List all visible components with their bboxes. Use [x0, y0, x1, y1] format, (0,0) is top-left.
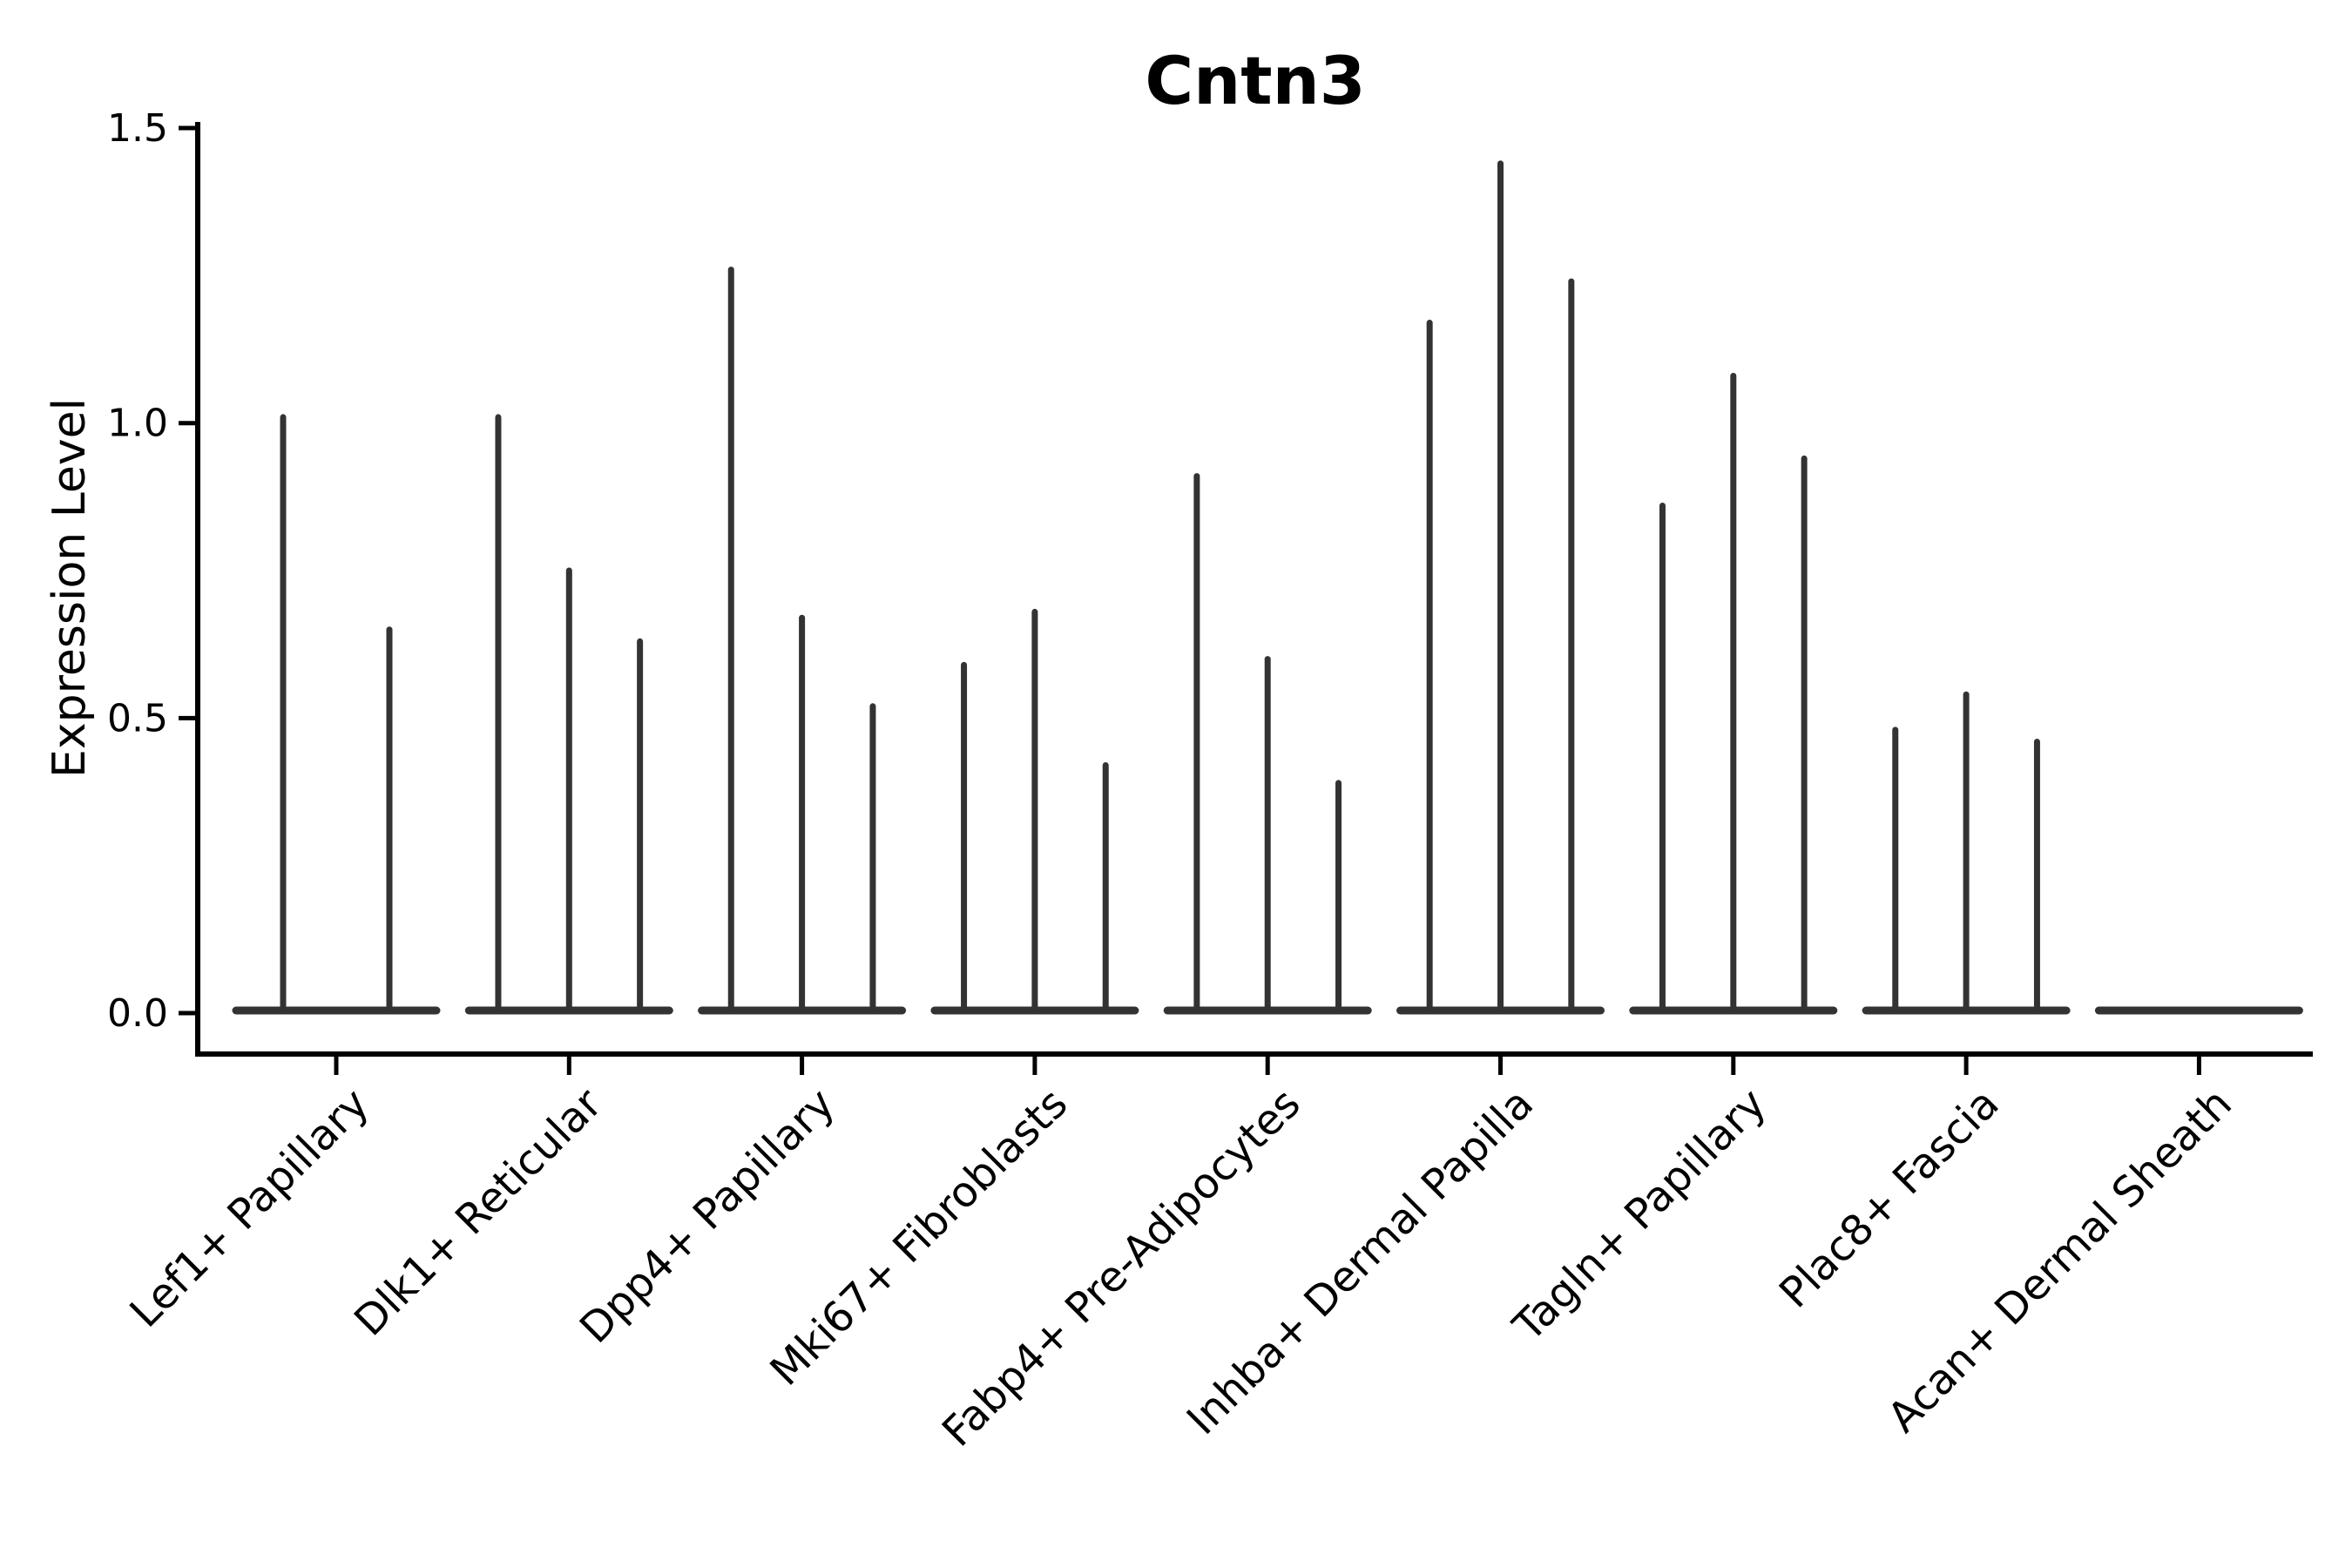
y-tick-label: 0.5: [107, 696, 168, 740]
y-tick-label: 0.0: [107, 991, 168, 1036]
x-tick-label: Plac8+ Fascia: [1770, 1079, 2009, 1318]
y-tick-label: 1.0: [107, 402, 168, 446]
x-tick-label: Lef1+ Papillary: [121, 1079, 379, 1337]
x-tick-label: Dpp4+ Papillary: [571, 1079, 844, 1353]
x-tick-label: Dlk1+ Reticular: [345, 1079, 612, 1346]
chart-title: Cntn3: [1145, 42, 1366, 119]
x-tick-label: Tagln+ Papillary: [1504, 1079, 1775, 1351]
y-tick-label: 1.5: [107, 106, 168, 151]
